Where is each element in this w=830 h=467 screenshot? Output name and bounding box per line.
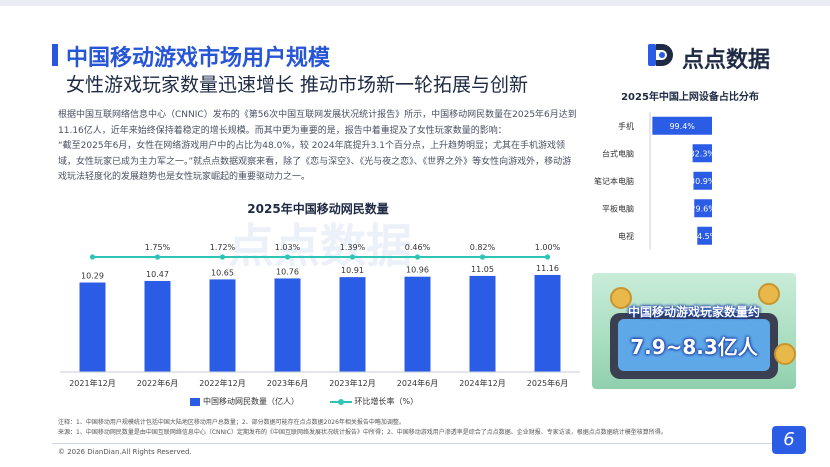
growth-rate-label: 1.00% — [535, 243, 561, 252]
banner-value: 7.9~8.3亿人 — [630, 335, 758, 359]
copyright: © 2026 DianDian.All Rights Reserved. — [58, 448, 192, 456]
growth-rate-point — [544, 254, 551, 260]
body-paragraph: 根据中国互联网络信息中心（CNNIC）发布的《第56次中国互联网发展状况统计报告… — [58, 110, 577, 136]
body-text: 根据中国互联网络信息中心（CNNIC）发布的《第56次中国互联网发展状况统计报告… — [58, 108, 578, 186]
device-value-label: 29.6% — [690, 204, 716, 213]
footer-divider — [52, 443, 792, 444]
device-bar — [652, 116, 712, 135]
x-tick-label: 2021年12月 — [69, 378, 116, 388]
brand-logo: 点点数据 — [646, 40, 816, 74]
device-bar — [693, 171, 712, 190]
growth-rate-point — [414, 254, 421, 260]
device-bar — [694, 199, 712, 218]
top-strip — [0, 0, 830, 6]
legend-item-line: 环比增长率（%） — [329, 396, 419, 407]
note-line: 注释：1、中国移动用户规模统计包括中国大陆地区移动用户总数量；2、部分数据可能存… — [58, 419, 405, 426]
growth-rate-label: 1.75% — [145, 243, 171, 252]
x-tick-label: 2023年6月 — [267, 378, 308, 388]
bar-value-label: 10.76 — [276, 267, 299, 276]
device-category-label: 笔记本电脑 — [594, 176, 634, 186]
device-value-label: 32.3% — [690, 149, 716, 158]
x-tick-label: 2024年6月 — [397, 378, 438, 388]
bar-value-label: 10.29 — [81, 272, 104, 281]
device-category-label: 手机 — [618, 121, 634, 131]
bar — [339, 277, 366, 372]
bar — [144, 280, 171, 372]
mobile-users-chart: 点点数据 10.29 2021年12月 10.47 2022年6月 1.75% 10.65… — [60, 219, 580, 388]
bar-value-label: 10.96 — [406, 266, 429, 275]
chart-watermark: 点点数据 — [228, 219, 412, 273]
x-tick-label: 2024年12月 — [459, 378, 506, 388]
title-accent-bar — [52, 44, 58, 66]
device-value-label: 30.9% — [690, 177, 716, 186]
growth-rate-point — [284, 254, 291, 260]
bar — [404, 276, 431, 372]
promo-banner: 中国移动游戏玩家数量约 7.9~8.3亿人 — [592, 273, 796, 389]
phone-screen — [618, 319, 770, 371]
coin-icon — [758, 283, 780, 305]
growth-rate-label: 1.39% — [340, 243, 366, 252]
page-subtitle: 女性游戏玩家数量迅速增长 推动市场新一轮拓展与创新 — [66, 74, 529, 96]
device-value-label: 24.5% — [692, 232, 718, 241]
device-bar — [692, 144, 712, 163]
bar-value-label: 11.16 — [536, 264, 559, 273]
legend-item-bars: 中国移动网民数量（亿人） — [190, 396, 299, 407]
bar — [469, 275, 496, 372]
page-number: 6 — [772, 426, 806, 454]
bar-value-label: 11.05 — [471, 265, 494, 274]
source-line: 来源：1、中国移动网民数量是由中国互联网络信息中心（CNNIC）定期发布的《中国… — [58, 429, 667, 436]
bar-value-label: 10.47 — [146, 270, 169, 279]
device-chart-title: 2025年中国上网设备占比分布 — [621, 92, 759, 103]
growth-rate-label: 1.03% — [275, 243, 301, 252]
device-category-label: 台式电脑 — [602, 148, 634, 158]
legend-label: 中国移动网民数量（亿人） — [203, 397, 299, 406]
device-bar — [697, 226, 712, 245]
growth-rate-point — [349, 254, 356, 260]
legend-label: 环比增长率（%） — [354, 397, 419, 406]
growth-rate-label: 0.46% — [405, 243, 431, 252]
x-tick-label: 2022年6月 — [137, 378, 178, 388]
main-chart-legend: 中国移动网民数量（亿人） 环比增长率（%） — [190, 396, 446, 407]
bar-value-label: 10.91 — [341, 266, 364, 275]
logo-mark-icon — [648, 44, 673, 66]
body-paragraph: “截至2025年6月，女性在网络游戏用户中的占比为48.0%，较 2024年底提… — [58, 141, 572, 182]
x-tick-label: 2023年12月 — [329, 378, 376, 388]
notes: 注释：1、中国移动用户规模统计包括中国大陆地区移动用户总数量；2、部分数据可能存… — [58, 418, 798, 438]
growth-rate-point — [89, 254, 96, 260]
bar — [209, 279, 236, 372]
x-tick-label: 2025年6月 — [527, 378, 568, 388]
device-share-chart: 手机 99.4% 台式电脑 32.3% 笔记本电脑 30.9% 平板电脑 29.6% 电视 24.… — [594, 112, 718, 250]
bar-value-label: 10.65 — [211, 268, 234, 277]
growth-rate-point — [479, 254, 486, 260]
coin-icon — [610, 287, 632, 309]
growth-rate-label: 1.72% — [210, 243, 236, 252]
bar — [274, 278, 301, 372]
page-title: 中国移动游戏市场用户规模 — [66, 46, 331, 71]
legend-bar-swatch — [190, 397, 200, 406]
device-category-label: 平板电脑 — [602, 203, 634, 213]
device-value-label: 99.4% — [669, 122, 695, 131]
x-tick-label: 2022年12月 — [199, 378, 246, 388]
bar — [79, 282, 106, 372]
legend-line-swatch — [329, 398, 352, 406]
logo-text: 点点数据 — [682, 48, 771, 73]
growth-rate-label: 0.82% — [470, 243, 496, 252]
device-category-label: 电视 — [618, 231, 634, 241]
growth-rate-point — [154, 254, 161, 260]
growth-rate-point — [219, 254, 226, 260]
main-chart-title: 2025年中国移动网民数量 — [247, 202, 389, 216]
banner-heading: 中国移动游戏玩家数量约 — [627, 305, 760, 319]
coin-icon — [774, 343, 796, 365]
bar — [534, 274, 561, 372]
